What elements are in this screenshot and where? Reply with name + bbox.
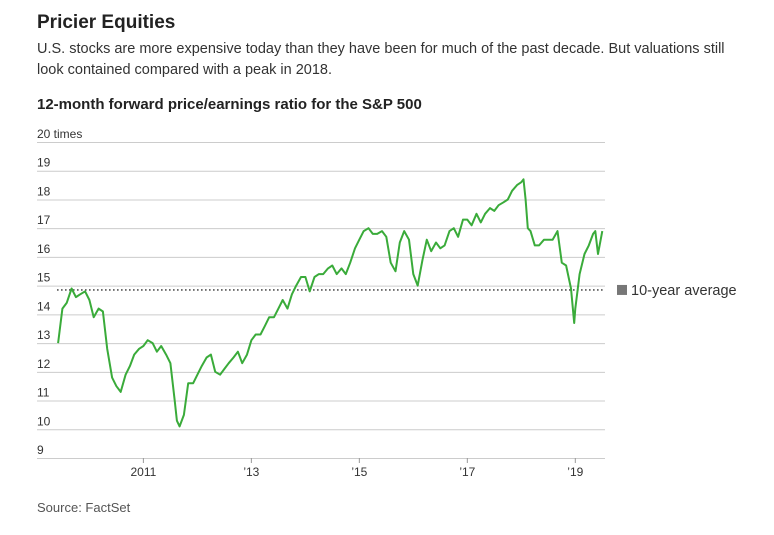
average-legend-swatch: [617, 284, 627, 295]
y-tick-label: 14: [37, 299, 51, 313]
x-tick-label: ’13: [243, 465, 259, 479]
pe-ratio-line: [57, 178, 604, 428]
grid-layer: [37, 142, 605, 463]
average-legend-label: 10-year average: [631, 283, 737, 299]
source-note: Source: FactSet: [37, 500, 131, 515]
chart-title: Pricier Equities: [37, 12, 176, 33]
y-tick-label: 12: [37, 357, 51, 371]
y-tick-label: 19: [37, 156, 51, 170]
y-tick-label: 15: [37, 271, 51, 285]
series-layer: [57, 178, 604, 428]
y-tick-label: 13: [37, 328, 51, 342]
x-tick-label: 2011: [130, 465, 156, 479]
chart-heading: 12-month forward price/earnings ratio fo…: [37, 96, 422, 113]
label-layer: 20 times 19 18 17 16 15 14 13 12 11 10 9 2011 ’13 ’15 ’…: [37, 127, 737, 479]
y-tick-label: 11: [37, 386, 50, 400]
y-tick-label: 18: [37, 184, 51, 198]
chart-subtitle: U.S. stocks are more expensive today tha…: [37, 41, 725, 78]
y-tick-label: 10: [37, 414, 51, 428]
x-tick-label: ’17: [459, 465, 475, 479]
x-tick-label: ’19: [567, 465, 583, 479]
y-tick-label: 9: [37, 443, 44, 457]
y-tick-label: 17: [37, 213, 51, 227]
y-tick-label: 20 times: [37, 127, 82, 141]
x-tick-label: ’15: [351, 465, 367, 479]
y-tick-label: 16: [37, 242, 51, 256]
